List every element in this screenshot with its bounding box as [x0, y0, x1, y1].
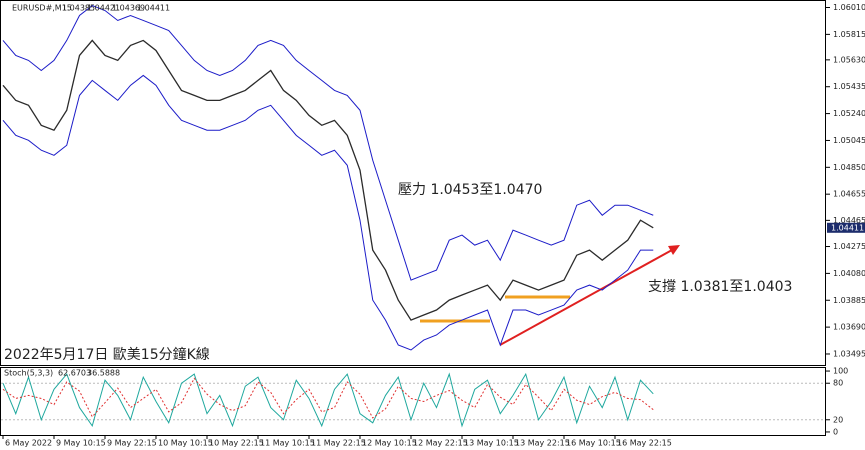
y-tick-label: 1.05045	[833, 136, 865, 145]
arrow-head	[668, 245, 680, 255]
annotation: 支撐 1.0381至1.0403	[648, 279, 792, 295]
x-tick-label: 12 May 22:15	[413, 439, 468, 448]
y-tick-label: 1.03690	[833, 323, 865, 332]
y-tick-label: 80	[833, 379, 843, 388]
y-tick-label: 1.04850	[833, 163, 865, 172]
annotation: 壓力 1.0453至1.0470	[398, 182, 542, 198]
series-line	[2, 74, 654, 351]
x-tick-label: 9 May 22:15	[107, 439, 157, 448]
sub-title: Stoch(5,3,3)	[4, 369, 53, 378]
x-tick-label: 10 May 22:15	[209, 439, 264, 448]
y-tick-label: 1.03495	[833, 349, 865, 358]
x-tick-label: 13 May 10:15	[464, 439, 519, 448]
x-tick-label: 13 May 22:15	[515, 439, 570, 448]
y-tick-label: 1.04655	[833, 190, 865, 199]
x-tick-label: 11 May 10:15	[260, 439, 315, 448]
x-tick-label: 12 May 10:15	[362, 439, 417, 448]
y-tick-label: 1.03885	[833, 296, 865, 305]
y-tick-label: 1.05630	[833, 55, 865, 64]
chart-title: EURUSD#,M15	[12, 4, 72, 13]
series-line	[2, 372, 654, 428]
y-tick-label: 1.05240	[833, 109, 865, 118]
y-tick-label: 1.05815	[833, 30, 865, 39]
y-tick-label: 1.04465	[833, 216, 865, 225]
y-tick-label: 0	[833, 427, 838, 436]
x-tick-label: 10 May 10:15	[158, 439, 213, 448]
ohlc-value: 1.04411	[137, 4, 170, 13]
x-tick-label: 6 May 2022	[5, 439, 52, 448]
stoch-value: 62.6703	[58, 369, 91, 378]
y-tick-label: 1.06010	[833, 3, 865, 12]
y-tick-label: 20	[833, 415, 843, 424]
ohlc-value: 1.04369	[112, 4, 145, 13]
trend-arrow	[499, 249, 673, 346]
current-price: 1.04411	[831, 223, 864, 232]
ohlc-value: 1.04385	[62, 4, 95, 13]
ohlc-value: 1.04421	[87, 4, 120, 13]
x-tick-label: 9 May 10:15	[56, 439, 106, 448]
y-tick-label: 1.04080	[833, 269, 865, 278]
price-box	[827, 222, 865, 233]
x-tick-label: 16 May 22:15	[617, 439, 672, 448]
series-line	[2, 39, 654, 321]
series-line	[2, 377, 654, 419]
stoch-value: 36.5888	[87, 369, 120, 378]
y-tick-label: 100	[833, 367, 848, 376]
sub-frame	[0, 367, 826, 436]
y-tick-label: 1.05435	[833, 82, 865, 91]
x-tick-label: 16 May 10:15	[566, 439, 621, 448]
y-tick-label: 1.04275	[833, 242, 865, 251]
annotation: 2022年5月17日 歐美15分鐘K線	[4, 346, 210, 363]
series-line	[2, 5, 654, 281]
x-tick-label: 11 May 22:15	[311, 439, 366, 448]
main-frame	[0, 0, 826, 366]
